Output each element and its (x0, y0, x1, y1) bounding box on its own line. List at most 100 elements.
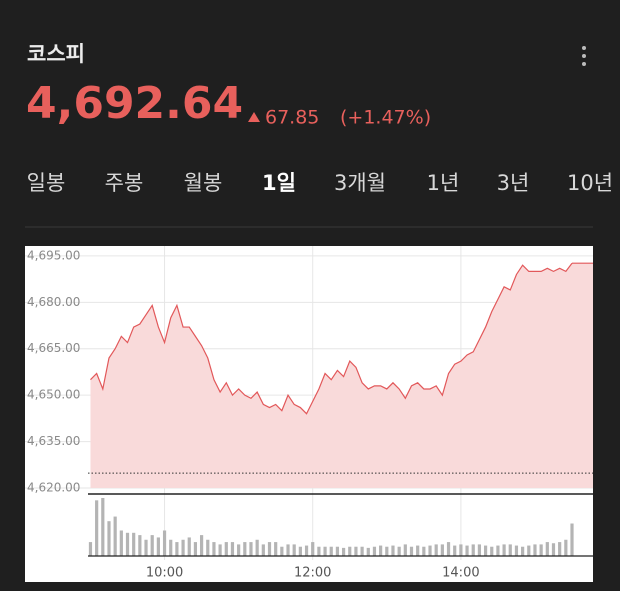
volume-bar (199, 535, 204, 556)
volume-bar (440, 544, 444, 556)
volume-bar (558, 542, 562, 556)
volume-bar (354, 546, 358, 556)
volume-bar (527, 545, 531, 556)
volume-bar (366, 547, 370, 556)
volume-bar (341, 547, 346, 556)
tab[interactable]: 월봉 (184, 171, 223, 195)
chart: 4,620.00 4,635.00 4,650.00 4,665.00 4,680.00… (25, 246, 594, 581)
volume-bar (175, 542, 179, 556)
x-tick-label: 12:00 (294, 566, 331, 581)
volume-bar (496, 545, 500, 556)
volume-bar (193, 542, 198, 556)
title: 코스피 (27, 42, 85, 66)
volume-bar (428, 545, 432, 556)
volume-bar (317, 546, 321, 556)
volume-bar (107, 521, 111, 556)
volume-bar (125, 532, 130, 556)
volume-bar (230, 542, 235, 556)
volume-bar (304, 545, 309, 556)
tab[interactable]: 1년 (427, 171, 460, 195)
volume-bar (477, 544, 482, 556)
volume-bar (385, 546, 389, 556)
tab[interactable]: 10년 (567, 171, 613, 195)
volume-bar (101, 498, 105, 556)
volume-bar (132, 532, 136, 556)
tabs: 일봉 주봉 월봉 1일 3개월 1년 3년 10년 (27, 171, 613, 195)
volume-bar (311, 542, 315, 556)
volume-bar (335, 546, 340, 556)
volume-bar (514, 545, 519, 556)
change-pct: (+1.47%) (340, 107, 431, 129)
volume-bar (224, 542, 228, 556)
y-tick-label: 4,680.00 (27, 295, 80, 309)
volume-bar (181, 539, 185, 556)
volume-bar (379, 545, 383, 556)
volume-bar (113, 516, 117, 556)
tab[interactable]: 일봉 (27, 171, 66, 195)
volume-bar (292, 544, 296, 556)
volume-bar (156, 537, 160, 556)
volume-bar (144, 539, 148, 556)
volume-bar (218, 544, 222, 556)
volume-bar (502, 544, 506, 556)
volume-bar (409, 546, 414, 556)
volume-bar (564, 539, 568, 556)
menu[interactable] (582, 46, 586, 66)
price-line (90, 262, 573, 415)
volume-bar (453, 545, 457, 556)
volume-bar (255, 539, 259, 556)
volume-bar (391, 545, 395, 556)
area (90, 263, 594, 488)
y-tick-label: 4,650.00 (27, 388, 80, 402)
volume-bar (533, 544, 537, 556)
volume-bar (298, 546, 302, 556)
volume-bar (416, 545, 420, 556)
volume-bar (551, 543, 556, 556)
up-arrow (248, 112, 260, 122)
volume-bar (206, 539, 210, 556)
volume-bar (267, 542, 272, 556)
volume-bar (249, 542, 253, 556)
volume-bar (243, 542, 247, 556)
volume-bar (539, 544, 543, 556)
volume-bar (521, 546, 525, 556)
volume-bar (508, 544, 512, 556)
volume-bar (169, 539, 173, 556)
volume-bar (150, 535, 154, 556)
volume-bar (323, 546, 327, 556)
change: 67.85 (265, 107, 319, 129)
volume-bar (403, 544, 407, 556)
volume-bar (274, 542, 278, 556)
volume-bar (434, 544, 438, 556)
x-tick-label: 10:00 (146, 566, 183, 581)
y-tick-label: 4,620.00 (27, 481, 80, 495)
volume-bar (138, 535, 142, 556)
volume-bar (329, 546, 333, 556)
tab[interactable]: 1일 (262, 171, 296, 195)
volume-bar (465, 545, 469, 556)
volume-bar (286, 544, 290, 556)
tab[interactable]: 3개월 (334, 171, 386, 195)
volume-bar (119, 530, 123, 556)
volume-bar (459, 544, 463, 556)
volume-bar (422, 546, 426, 556)
volume-bar (545, 542, 549, 556)
y-tick-label: 4,665.00 (27, 341, 80, 355)
y-tick-label: 4,635.00 (27, 434, 80, 448)
volume-bar (280, 546, 284, 556)
y-tick-label: 4,695.00 (27, 248, 80, 262)
volume-bar (261, 544, 265, 556)
tab[interactable]: 3년 (497, 171, 530, 195)
volume-bar (446, 542, 451, 556)
price: 4,692.64 (26, 78, 243, 129)
x-tick-label: 14:00 (442, 566, 479, 581)
volume-bar (490, 546, 494, 556)
volume-bar (570, 523, 574, 556)
volume-bar (483, 545, 488, 556)
volume-bar (471, 544, 475, 556)
volume-bar (162, 530, 167, 556)
volume-bar (360, 546, 364, 556)
volume-bar (397, 546, 401, 556)
tab[interactable]: 주봉 (105, 171, 144, 195)
